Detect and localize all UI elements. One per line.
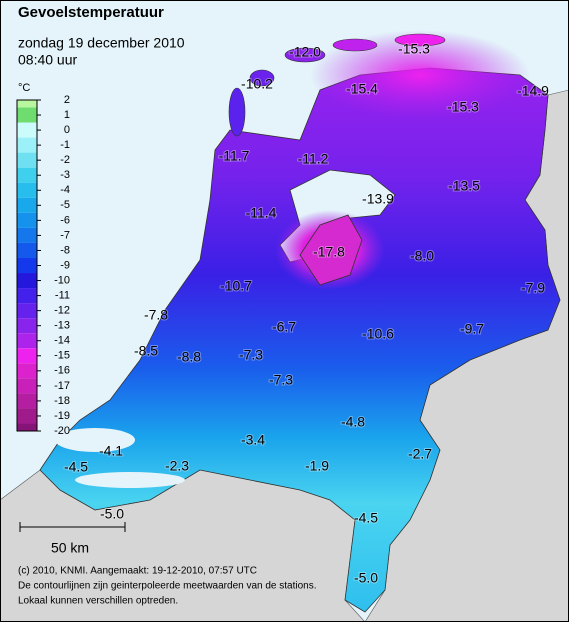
legend-color xyxy=(17,107,37,123)
legend-color xyxy=(17,378,37,394)
station-value: -8.8 xyxy=(177,349,201,365)
island xyxy=(332,38,378,52)
footer-line: De contourlijnen zijn geinterpoleerde me… xyxy=(18,581,317,592)
legend-label: 0 xyxy=(64,124,70,136)
legend-color xyxy=(17,100,37,108)
station-value: -11.2 xyxy=(298,151,329,167)
station-value: -7.8 xyxy=(144,307,168,323)
legend-color xyxy=(17,212,37,228)
legend-color xyxy=(17,227,37,243)
estuary xyxy=(55,428,135,452)
legend-color xyxy=(17,288,37,304)
station-value: -7.9 xyxy=(521,280,545,296)
legend-label: -20 xyxy=(54,425,70,437)
station-value: -13.5 xyxy=(448,178,480,194)
station-value: -12.0 xyxy=(289,44,321,60)
legend-color xyxy=(17,393,37,409)
legend-label: -6 xyxy=(60,214,70,226)
legend-label: -18 xyxy=(54,395,70,407)
station-value: -2.7 xyxy=(408,446,432,462)
station-value: -11.7 xyxy=(219,148,250,164)
island xyxy=(249,69,275,87)
legend-color xyxy=(17,273,37,289)
station-value: -6.7 xyxy=(272,319,296,335)
station-value: -8.5 xyxy=(134,343,158,359)
legend-color xyxy=(17,333,37,349)
flevoland xyxy=(299,214,363,286)
station-value: -5.0 xyxy=(100,506,124,522)
legend-label: -2 xyxy=(60,154,70,166)
legend-label: -11 xyxy=(55,289,70,301)
legend-color xyxy=(17,423,37,431)
legend-label: 1 xyxy=(64,109,70,121)
legend-color xyxy=(17,242,37,258)
legend-color xyxy=(17,318,37,334)
legend-label: -19 xyxy=(54,410,70,422)
station-value: -15.4 xyxy=(346,81,378,97)
station-value: -4.5 xyxy=(64,459,88,475)
island xyxy=(284,47,326,63)
legend-color xyxy=(17,152,37,168)
legend-color xyxy=(17,197,37,213)
title: Gevoelstemperatuur xyxy=(18,4,164,21)
footer-line: (c) 2010, KNMI. Aangemaakt: 19-12-2010, … xyxy=(18,566,257,577)
cold-area-north xyxy=(310,30,530,120)
legend-label: -16 xyxy=(54,365,70,377)
legend-label: -13 xyxy=(54,320,70,332)
station-value: -4.1 xyxy=(99,443,123,459)
date: zondag 19 december 2010 xyxy=(18,35,185,51)
legend-label: -15 xyxy=(54,350,70,362)
legend-label: 2 xyxy=(64,94,70,106)
legend-label: -8 xyxy=(60,244,70,256)
island xyxy=(394,33,446,47)
legend-color xyxy=(17,182,37,198)
station-value: -10.6 xyxy=(362,326,394,342)
station-value: -1.9 xyxy=(305,458,329,474)
legend-frame xyxy=(16,99,38,432)
legend-label: -14 xyxy=(54,335,70,347)
legend-label: -1 xyxy=(60,139,70,151)
station-value: -14.9 xyxy=(517,83,549,99)
legend-label: -17 xyxy=(54,380,70,392)
legend-color xyxy=(17,257,37,274)
station-value: -8.0 xyxy=(410,248,434,264)
station-value: -3.4 xyxy=(241,432,265,448)
legend-color xyxy=(17,348,37,364)
legend-color xyxy=(17,137,37,153)
scale-label: 50 km xyxy=(51,540,89,556)
legend-color xyxy=(17,363,37,379)
station-value: -9.7 xyxy=(460,321,484,337)
station-value: -15.3 xyxy=(447,99,479,115)
station-value: -4.8 xyxy=(341,414,365,430)
legend-label: -7 xyxy=(60,229,70,241)
station-value: -7.3 xyxy=(269,372,293,388)
legend-color xyxy=(17,408,37,424)
legend-color xyxy=(17,303,37,319)
time: 08:40 uur xyxy=(18,52,77,68)
legend-color xyxy=(17,167,37,183)
footer-line: Lokaal kunnen verschillen optreden. xyxy=(18,596,178,607)
island xyxy=(228,87,246,137)
legend-label: -9 xyxy=(60,259,70,271)
estuary xyxy=(75,472,185,488)
legend-label: -4 xyxy=(60,184,70,196)
station-value: -11.4 xyxy=(246,205,277,221)
legend-label: -3 xyxy=(60,169,70,181)
station-value: -10.7 xyxy=(220,278,252,294)
legend-label: -12 xyxy=(54,305,70,317)
station-value: -7.3 xyxy=(239,347,263,363)
station-value: -2.3 xyxy=(165,458,189,474)
station-value: -13.9 xyxy=(362,191,394,207)
station-value: -4.5 xyxy=(354,510,378,526)
station-value: -10.2 xyxy=(241,76,273,92)
legend-label: -10 xyxy=(54,274,70,286)
legend-unit: °C xyxy=(18,82,30,94)
station-value: -5.0 xyxy=(354,570,378,586)
station-value: -17.8 xyxy=(313,244,345,260)
legend-label: -5 xyxy=(60,199,70,211)
legend-color xyxy=(17,122,37,138)
station-value: -15.3 xyxy=(398,41,430,57)
